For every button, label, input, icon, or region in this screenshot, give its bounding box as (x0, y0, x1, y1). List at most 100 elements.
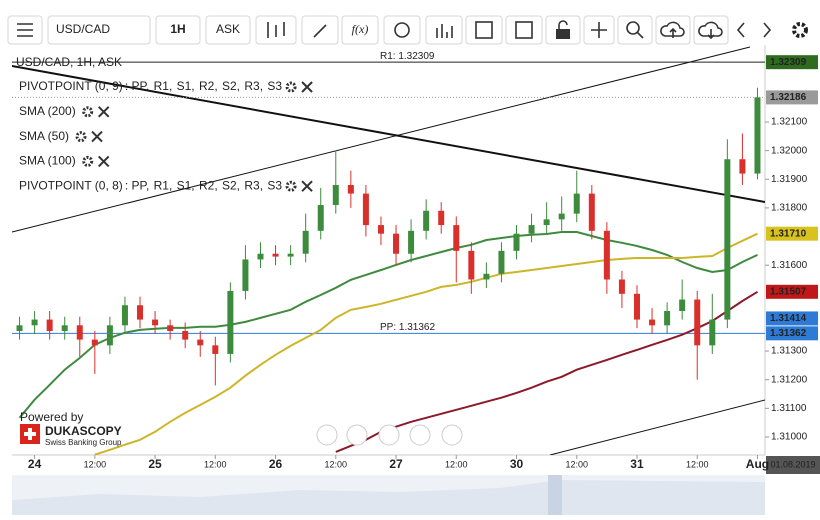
candle-body (317, 205, 324, 231)
y-tick-label: 1.31300 (771, 346, 808, 357)
pivot-token: S3 (264, 79, 282, 93)
candle-body (242, 259, 249, 291)
fit[interactable] (378, 424, 400, 446)
settings-icon[interactable] (82, 106, 94, 118)
pivot-token: S2, (219, 178, 240, 192)
candle-body (408, 230, 415, 254)
price-tag (766, 55, 818, 70)
y-tick-label: 1.32000 (771, 145, 808, 156)
x-tick-label: Aug (746, 457, 769, 471)
toolbar: USD/CAD 1H ASK f(x) (7, 15, 808, 45)
candle-body (212, 345, 219, 354)
y-tick-label: 1.31100 (771, 403, 807, 414)
pivot-token: R1, (150, 178, 172, 192)
pivot-token: S1, (173, 178, 194, 192)
pivot-token: R3, (241, 79, 263, 93)
candle-body (393, 233, 400, 254)
zoom-out[interactable] (346, 424, 368, 446)
price-tag (766, 326, 818, 341)
candle-body (754, 97, 761, 174)
menu-icon (17, 23, 33, 37)
channel-line (12, 46, 751, 233)
playback-forward[interactable] (441, 424, 463, 446)
pivot-level-label: PP: 1.31362 (380, 322, 435, 333)
indicators-button[interactable] (341, 15, 379, 45)
legend-entry: SMA (100) (19, 154, 76, 168)
x-tick-label: 12:00 (84, 459, 107, 469)
candle-body (137, 305, 144, 320)
price-tag-label: 1.31507 (770, 286, 807, 297)
symbol-button[interactable] (47, 15, 151, 45)
candle-body (16, 325, 23, 332)
navigator-handle[interactable] (548, 475, 562, 515)
remove-icon[interactable] (97, 155, 110, 168)
navigator-area (12, 480, 765, 515)
candle-body (347, 185, 354, 194)
candle-body (739, 159, 746, 174)
settings-button[interactable] (792, 22, 808, 38)
channel-line (549, 399, 765, 455)
candle-body (513, 233, 520, 251)
zoom-handle (636, 31, 644, 39)
calendar-button[interactable] (465, 15, 503, 45)
prev-button[interactable] (736, 22, 745, 38)
zoom-in[interactable] (409, 424, 431, 446)
candle-body (152, 319, 159, 326)
candle-body (76, 325, 83, 340)
pivot-level-label: R1: 1.32309 (380, 51, 435, 62)
side-button[interactable] (205, 15, 251, 45)
cross-icon (591, 22, 607, 38)
remove-icon[interactable] (301, 180, 313, 192)
candle-body (528, 225, 535, 234)
settings-icon[interactable] (82, 155, 94, 167)
candle-body (46, 319, 53, 332)
price-tag (766, 311, 818, 326)
info-button[interactable] (383, 15, 421, 45)
sma-line (335, 290, 759, 453)
remove-icon[interactable] (301, 81, 313, 93)
legend-entry: SMA (50) (19, 129, 69, 143)
volume-button[interactable] (425, 15, 463, 45)
pivot-token: : PP, (125, 79, 149, 93)
remove-icon[interactable] (97, 106, 110, 118)
candle-body (573, 193, 580, 214)
price-tag (766, 284, 818, 299)
remove-icon[interactable] (91, 130, 103, 143)
candle-body (649, 319, 656, 326)
legend-entry: PIVOTPOINT (0, 8) (19, 178, 123, 192)
playback-back[interactable] (316, 424, 338, 446)
brand-tagline: Swiss Banking Group (45, 438, 122, 447)
lock-icon (556, 29, 570, 39)
plot-area (12, 46, 765, 455)
candle-body (453, 225, 460, 251)
settings-icon[interactable] (285, 81, 297, 93)
candle-body (543, 219, 550, 226)
calendar-icon (475, 21, 493, 39)
sma-line (94, 232, 758, 455)
cloud-down-icon (698, 21, 723, 40)
price-tag-label: 1.32309 (770, 57, 807, 68)
price-tag (766, 90, 818, 105)
y-tick-label: 1.31600 (771, 260, 808, 271)
zoom-button[interactable] (617, 15, 653, 45)
pivot-token: R2, (196, 178, 218, 192)
playback-controls (316, 424, 463, 446)
candle-body (603, 230, 610, 280)
candle-body (483, 273, 490, 280)
template-button[interactable] (505, 15, 543, 45)
candle-body (197, 339, 204, 346)
candle-body (468, 250, 475, 280)
legend-entry: SMA (200) (19, 104, 76, 118)
settings-icon[interactable] (75, 131, 87, 143)
lock-shackle (558, 20, 568, 29)
timeframe-button[interactable] (155, 15, 201, 45)
date-box (766, 456, 820, 474)
next-button[interactable] (763, 22, 772, 38)
side: ASK (216, 22, 240, 36)
candle-body (362, 193, 369, 226)
settings-icon[interactable] (285, 180, 297, 192)
info-icon (394, 22, 410, 38)
legend-entry: PIVOTPOINT (0, 9) (19, 79, 123, 93)
y-tick-label: 1.31900 (771, 174, 808, 185)
price-tag (766, 226, 818, 241)
